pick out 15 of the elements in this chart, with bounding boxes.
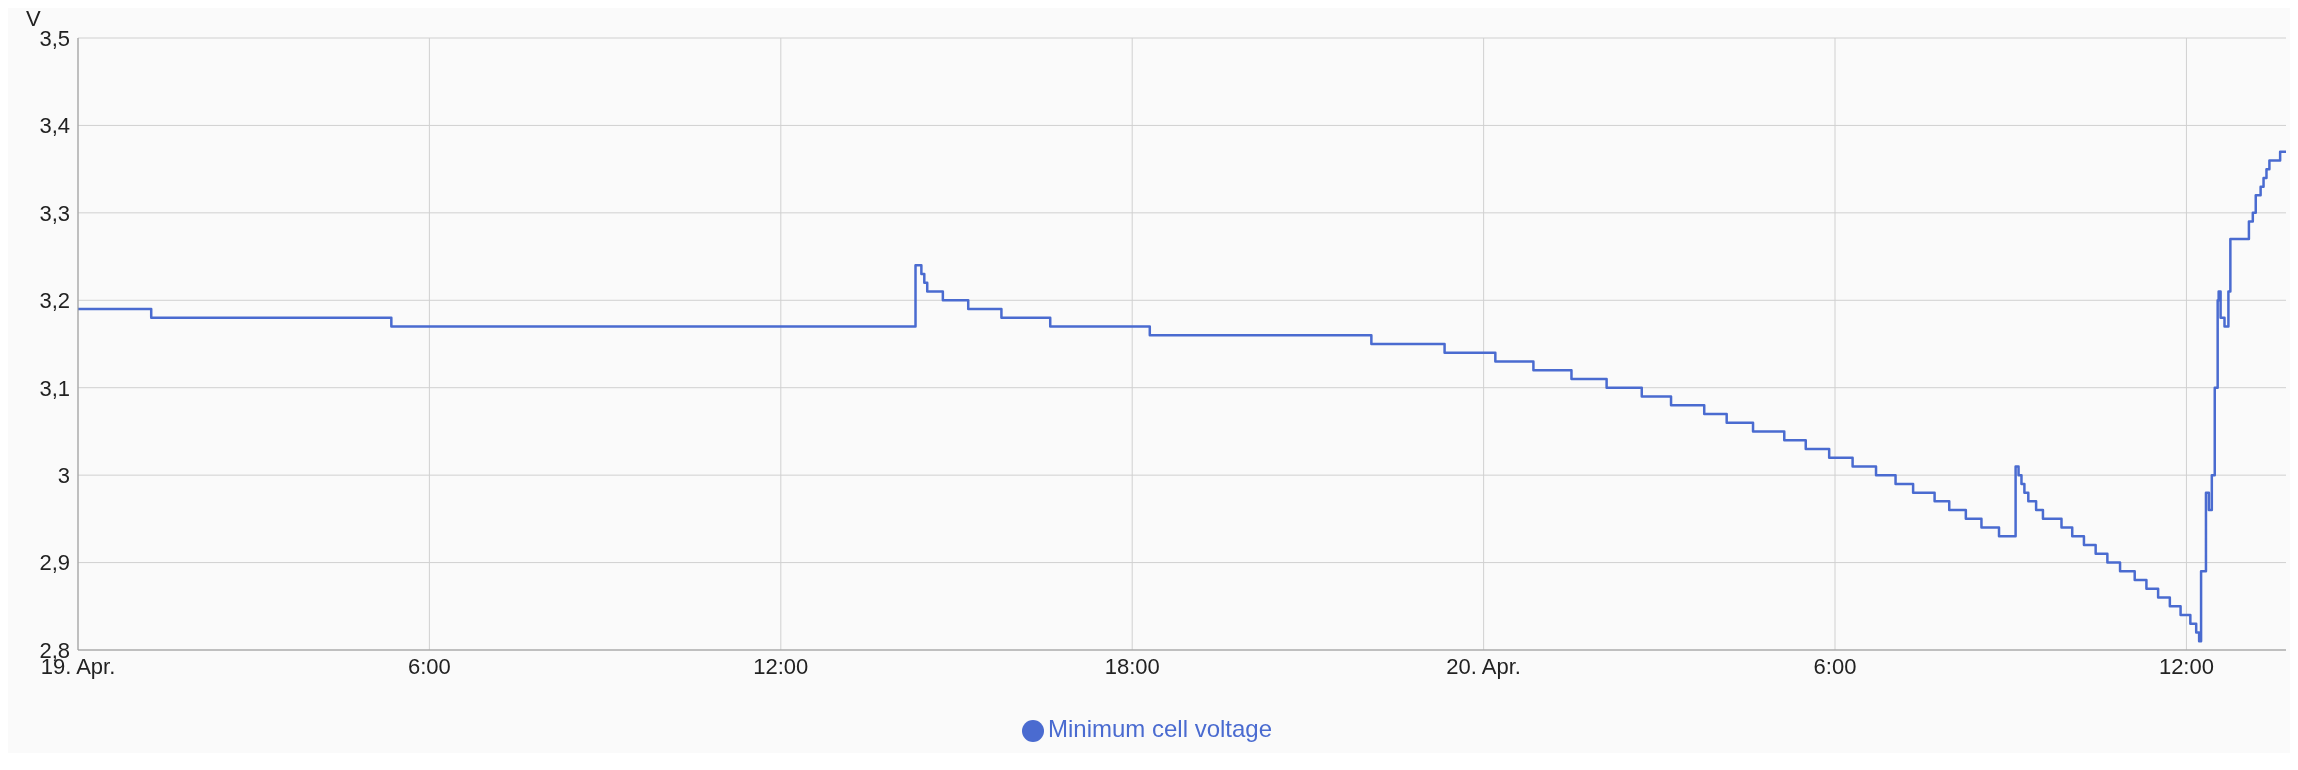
y-tick-label: 3,2 xyxy=(39,288,70,314)
x-tick-label: 20. Apr. xyxy=(1446,653,1521,679)
x-tick-label: 6:00 xyxy=(1813,653,1857,679)
y-tick-label: 3,3 xyxy=(39,200,70,226)
y-tick-label: 3 xyxy=(57,462,70,488)
x-tick-label: 12:00 xyxy=(2158,653,2214,679)
y-axis-title: V xyxy=(26,5,41,31)
y-tick-label: 2,9 xyxy=(39,550,70,576)
y-tick-label: 3,1 xyxy=(39,375,70,401)
y-tick-label: 3,5 xyxy=(39,25,70,51)
x-tick-label: 12:00 xyxy=(753,653,809,679)
y-tick-label: 3,4 xyxy=(39,113,70,139)
x-tick-label: 6:00 xyxy=(407,653,451,679)
legend-label: Minimum cell voltage xyxy=(1047,715,1273,742)
x-tick-label: 18:00 xyxy=(1104,653,1160,679)
